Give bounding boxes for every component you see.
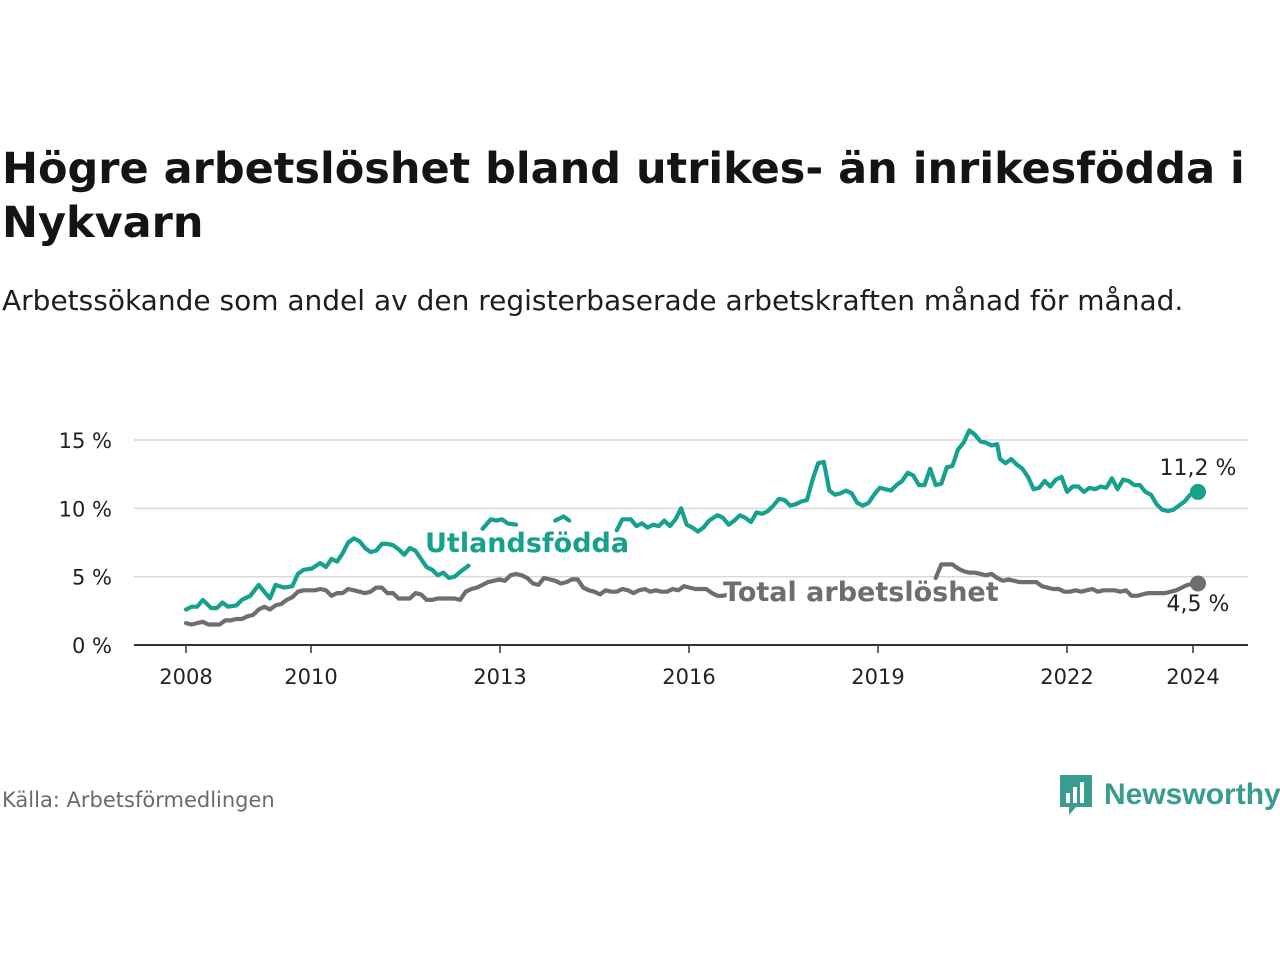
end-label-utlandsfodda: 11,2 %: [1160, 456, 1237, 481]
series-label-total-halo: Total arbetslöshet: [723, 577, 999, 608]
x-tick-label: 2016: [662, 665, 715, 689]
series-line-utlandsfodda: [183, 428, 1198, 612]
line-chart: 0 % 5 % 10 % 15 % 2008 2010 2013 2016 2019 2022 20…: [59, 428, 1248, 689]
chart-title: Högre arbetslöshet bland utrikes- än inr…: [2, 144, 1245, 248]
series-label-utlandsfodda: Utlandsfödda: [425, 528, 629, 559]
gridlines: [134, 439, 1248, 646]
x-axis: 0 % 5 % 10 % 15 % 2008 2010 2013 2016 2019 2022 20…: [59, 429, 1220, 689]
end-point-utlandsfodda: [1190, 483, 1206, 500]
end-label-total: 4,5 %: [1167, 592, 1230, 617]
y-tick-label: 0 %: [72, 634, 112, 658]
series-lines: [183, 428, 1206, 627]
brand-name: Newsworthy: [1104, 778, 1280, 811]
x-tick-label: 2013: [473, 665, 526, 689]
end-point-total-arbetsloshet: [1190, 575, 1206, 592]
series-line-total-arbetsloshet: [183, 562, 1198, 627]
x-tick-label: 2010: [284, 665, 337, 689]
x-tick-label: 2024: [1166, 665, 1219, 689]
x-tick-label: 2022: [1040, 665, 1093, 689]
chart-subtitle: Arbetssökande som andel av den registerb…: [2, 284, 1184, 317]
series-label-total: Total arbetslöshet: [723, 577, 999, 608]
x-tick-label: 2019: [851, 665, 904, 689]
newsworthy-logo[interactable]: Newsworthy: [1058, 772, 1280, 818]
y-tick-label: 15 %: [59, 429, 112, 453]
y-tick-label: 10 %: [59, 497, 112, 521]
y-tick-label: 5 %: [72, 566, 112, 590]
x-tick-label: 2008: [159, 665, 212, 689]
series-label-utlandsfodda-halo: Utlandsfödda: [425, 528, 629, 559]
newsworthy-logo-icon: [1060, 775, 1092, 815]
source-note: Källa: Arbetsförmedlingen: [2, 788, 275, 812]
